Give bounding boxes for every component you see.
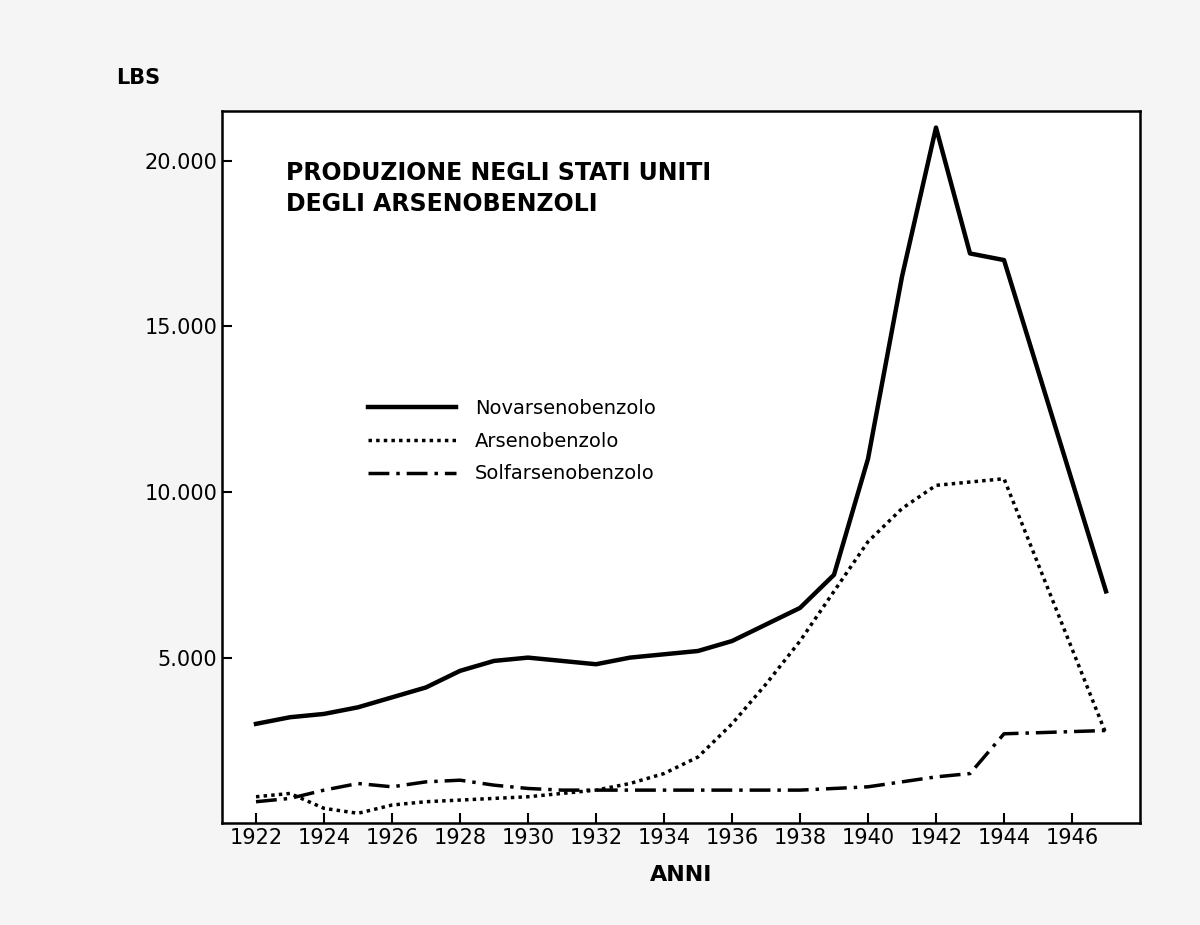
Text: LBS: LBS: [116, 68, 160, 88]
Legend: Novarsenobenzolo, Arsenobenzolo, Solfarsenobenzolo: Novarsenobenzolo, Arsenobenzolo, Solfars…: [360, 391, 664, 491]
X-axis label: ANNI: ANNI: [650, 865, 712, 885]
Text: PRODUZIONE NEGLI STATI UNITI
DEGLI ARSENOBENZOLI: PRODUZIONE NEGLI STATI UNITI DEGLI ARSEN…: [287, 161, 712, 216]
